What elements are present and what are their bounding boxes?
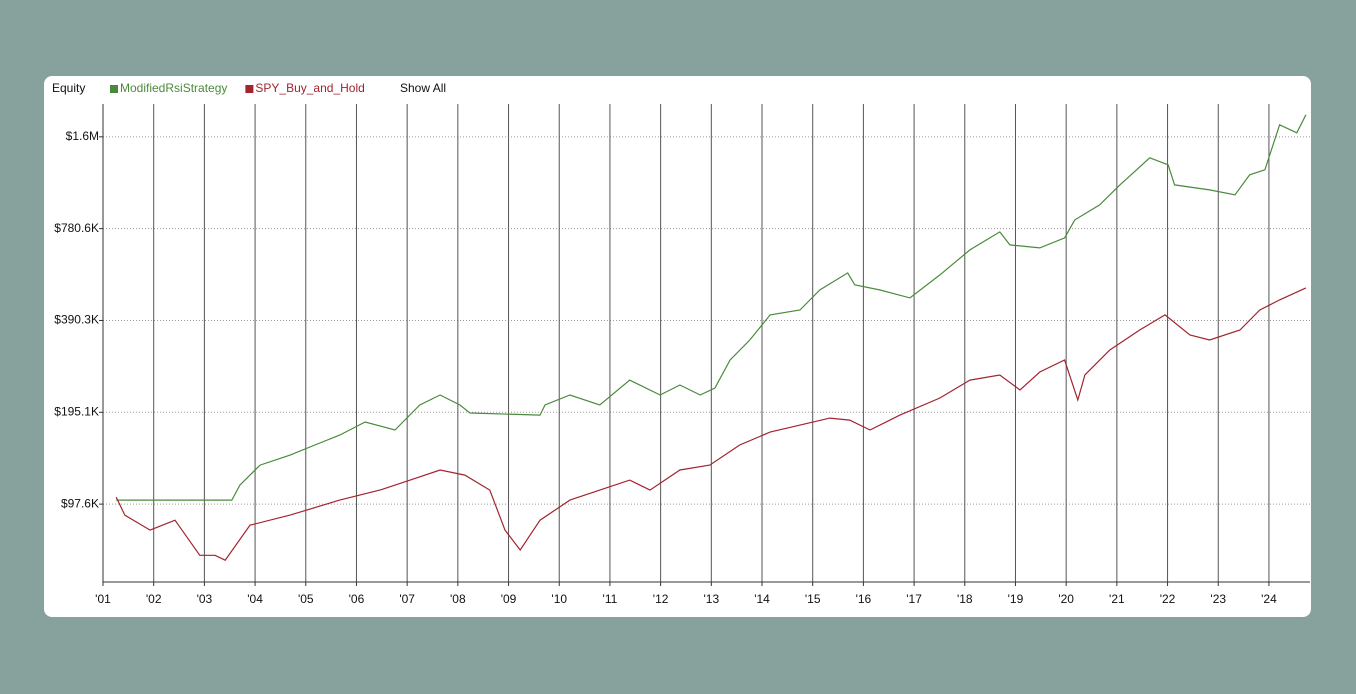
- x-tick-label: '12: [653, 592, 669, 606]
- x-tick-label: '03: [197, 592, 213, 606]
- legend-label[interactable]: ModifiedRsiStrategy: [120, 81, 227, 95]
- legend-swatch: [245, 85, 254, 93]
- y-tick-label: $195.1K: [54, 404, 99, 418]
- x-tick-label: '05: [298, 592, 314, 606]
- x-tick-label: '17: [906, 592, 922, 606]
- x-tick-label: '11: [603, 592, 618, 606]
- y-tick-label: $1.6M: [66, 129, 99, 143]
- y-tick-label: $390.3K: [54, 313, 99, 327]
- x-tick-label: '22: [1160, 592, 1176, 606]
- x-tick-label: '07: [399, 592, 415, 606]
- x-tick-label: '19: [1008, 592, 1024, 606]
- x-tick-label: '20: [1058, 592, 1074, 606]
- x-tick-label: '16: [856, 592, 872, 606]
- x-tick-label: '15: [805, 592, 821, 606]
- x-tick-label: '01: [95, 592, 111, 606]
- x-tick-label: '13: [703, 592, 719, 606]
- x-tick-label: '18: [957, 592, 973, 606]
- x-tick-label: '23: [1210, 592, 1226, 606]
- x-tick-label: '10: [551, 592, 567, 606]
- x-tick-label: '06: [349, 592, 365, 606]
- x-tick-label: '04: [247, 592, 263, 606]
- x-tick-label: '08: [450, 592, 466, 606]
- x-tick-label: '14: [754, 592, 770, 606]
- x-tick-label: '24: [1261, 592, 1277, 606]
- chart-title: Equity: [52, 81, 85, 95]
- show-all-button[interactable]: Show All: [400, 81, 446, 95]
- x-tick-label: '21: [1109, 592, 1125, 606]
- chart-card: [44, 76, 1311, 617]
- y-tick-label: $780.6K: [54, 221, 99, 235]
- legend-swatch: [110, 85, 118, 93]
- legend-label[interactable]: SPY_Buy_and_Hold: [255, 81, 364, 95]
- y-tick-label: $97.6K: [61, 496, 99, 510]
- x-tick-label: '02: [146, 592, 162, 606]
- series-line: [116, 114, 1307, 501]
- series-line: [115, 287, 1307, 561]
- x-tick-label: '09: [501, 592, 517, 606]
